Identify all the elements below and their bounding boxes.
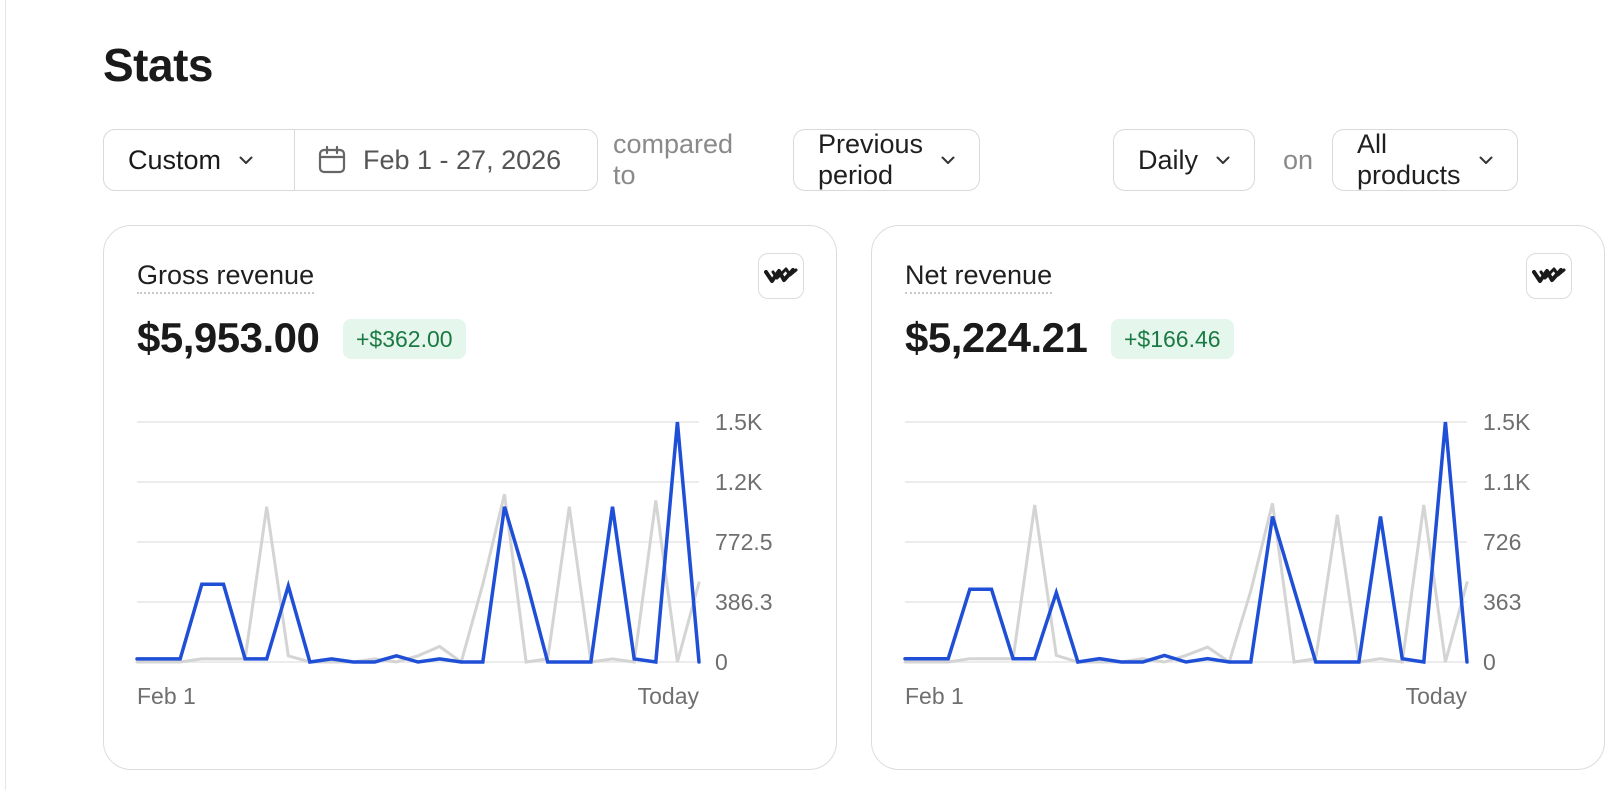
chart-type-button[interactable] [758, 253, 804, 299]
current-period-line [903, 421, 1469, 665]
delta-badge: +$166.46 [1111, 319, 1234, 359]
chart-type-icon [764, 267, 798, 283]
products-dropdown[interactable]: All products [1332, 129, 1518, 191]
card-value: $5,224.21 [905, 314, 1088, 361]
chevron-down-icon [1216, 156, 1230, 164]
net-revenue-card: 1.5K 1.1K 726 363 0 Feb 1 Today Net revenue $5… [871, 225, 1605, 770]
chevron-down-icon [239, 156, 253, 164]
x-tick-label: Feb 1 [905, 683, 964, 709]
chart-type-button[interactable] [1526, 253, 1572, 299]
x-tick-label: Today [638, 683, 700, 709]
gross-revenue-card: 1.5K 1.2K 772.5 386.3 0 Feb 1 Today Gross reve… [103, 225, 837, 770]
comparison-dropdown[interactable]: Previous period [793, 129, 981, 191]
interval-dropdown[interactable]: Daily [1113, 129, 1256, 191]
page-title: Stats [103, 39, 213, 91]
chart-type-icon [1532, 267, 1566, 283]
date-range-label: Feb 1 - 27, 2026 [363, 144, 562, 175]
gross-revenue-chart: 1.5K 1.2K 772.5 386.3 0 Feb 1 Today [135, 409, 773, 709]
interval-label: Daily [1138, 144, 1199, 175]
range-preset-label: Custom [128, 144, 222, 175]
card-title[interactable]: Gross revenue [137, 260, 315, 294]
y-tick-label: 1.1K [1483, 469, 1531, 495]
y-tick-label: 1.5K [715, 409, 763, 435]
on-label: on [1283, 144, 1314, 175]
calendar-icon [318, 145, 346, 174]
y-tick-label: 772.5 [715, 529, 773, 555]
y-tick-label: 1.2K [715, 469, 763, 495]
net-revenue-chart: 1.5K 1.1K 726 363 0 Feb 1 Today [903, 409, 1531, 709]
comparison-label: Previous period [818, 129, 924, 190]
y-tick-label: 363 [1483, 589, 1521, 615]
card-title[interactable]: Net revenue [905, 260, 1053, 294]
compared-to-label: compared to [613, 129, 734, 190]
y-tick-label: 0 [1483, 649, 1496, 675]
chevron-down-icon [1479, 156, 1493, 164]
chevron-down-icon [941, 156, 955, 164]
date-range-group: Custom Feb 1 - 27, 2026 [103, 129, 598, 191]
date-range-picker[interactable]: Feb 1 - 27, 2026 [295, 130, 561, 190]
x-tick-label: Today [1406, 683, 1468, 709]
products-label: All products [1357, 129, 1461, 190]
x-tick-label: Feb 1 [137, 683, 196, 709]
range-preset-dropdown[interactable]: Custom [104, 130, 295, 190]
y-tick-label: 1.5K [1483, 409, 1531, 435]
previous-period-line [135, 493, 701, 665]
y-tick-label: 386.3 [715, 589, 773, 615]
y-tick-label: 0 [715, 649, 728, 675]
previous-period-line [903, 502, 1469, 665]
card-value: $5,953.00 [137, 314, 320, 361]
left-divider [5, 0, 6, 790]
current-period-line [135, 421, 701, 664]
delta-badge: +$362.00 [343, 319, 466, 359]
y-tick-label: 726 [1483, 529, 1521, 555]
